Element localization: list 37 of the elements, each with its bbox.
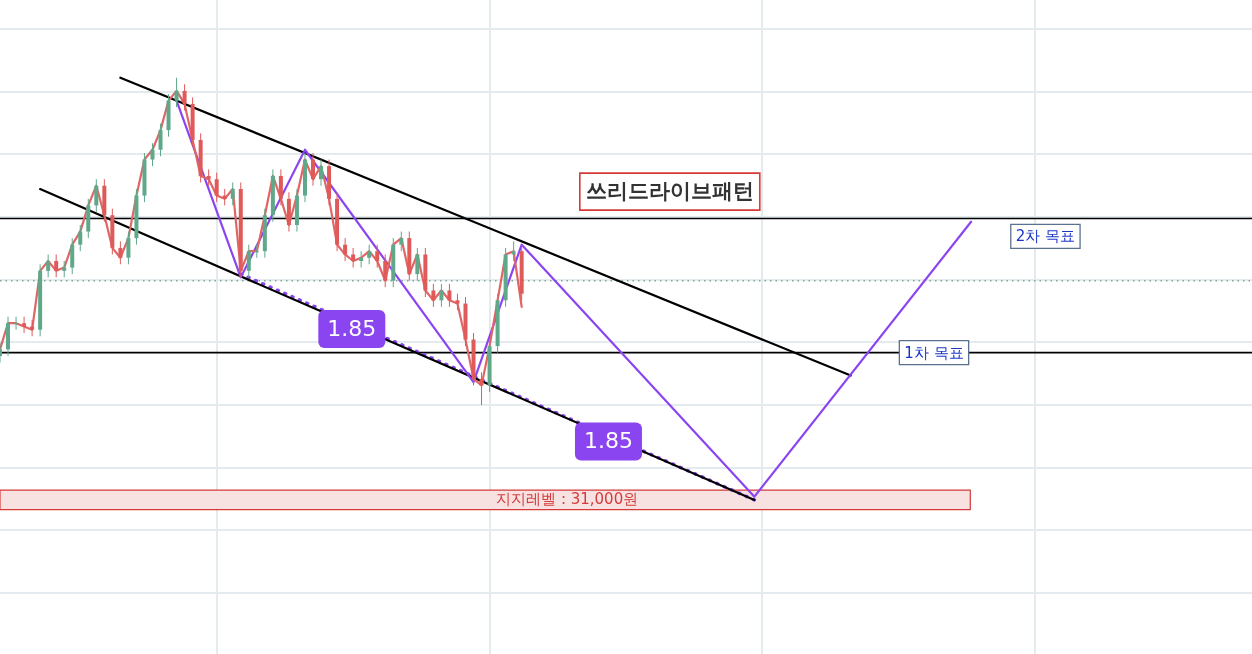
candlestick [30,319,35,337]
candlestick [230,181,235,206]
candlestick [150,142,155,167]
candlestick [375,244,380,269]
candlestick [70,237,75,275]
candlestick [14,316,19,331]
candlestick [311,152,315,187]
ref-line-label: 2차 목표 [1015,227,1076,246]
candlestick [439,283,444,308]
candlestick [351,247,356,269]
candlestick [447,283,452,308]
band-label: 지지레벨 : 31,000원 [496,489,639,508]
candlestick [415,247,420,282]
text: 쓰리드라이브패턴 [585,179,754,204]
candlestick [94,178,99,213]
candlestick [54,253,59,278]
candlestick [246,244,251,278]
text: 1.85 [583,428,633,454]
candlestick [511,240,516,262]
candlestick [383,253,388,288]
candlestick [118,240,123,265]
candlestick [22,316,27,334]
candlestick [46,253,51,278]
candlestick [319,159,324,187]
candlestick [214,172,219,203]
annotation: 1.85 [327,315,377,341]
candlestick [158,123,163,157]
candlestick [367,244,372,265]
candlestick [126,231,131,265]
candlestick [431,283,436,308]
candlestick [278,168,283,206]
candlestick [399,231,404,252]
ref-line-label: 1차 목표 [904,343,964,362]
candlestick [343,237,348,262]
candlestick [78,224,83,252]
candlestick [174,77,179,108]
candlestick [254,244,259,259]
